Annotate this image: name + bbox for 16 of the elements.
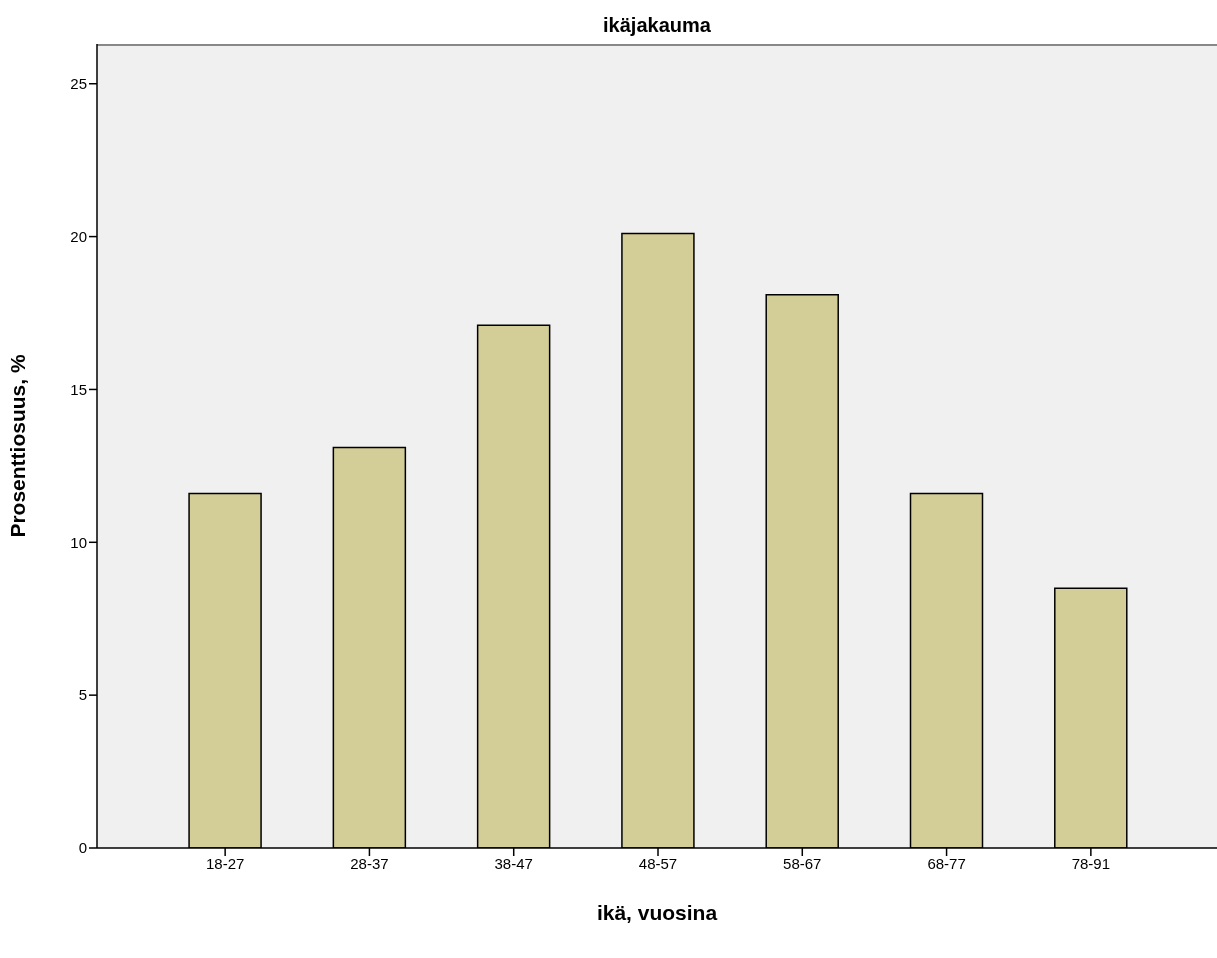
y-tick-label: 25 [70,75,87,93]
y-tick-label: 10 [70,533,87,551]
y-axis-title: Prosenttiosuus, % [6,354,30,538]
y-tick-label: 20 [70,227,87,245]
y-tick-label: 15 [70,380,87,398]
x-axis-title: ikä, vuosina [596,901,718,924]
chart-title: ikäjakauma [602,14,712,37]
x-tick-label: 68-77 [927,854,966,872]
y-tick-label: 0 [78,839,87,857]
x-tick-label: 18-27 [205,854,245,872]
x-tick-label: 58-67 [783,854,822,872]
x-tick-label: 48-57 [638,854,678,872]
y-tick-label: 5 [78,686,87,704]
x-tick-label: 38-47 [494,854,533,872]
x-tick-label: 78-91 [1071,854,1111,872]
x-tick-label: 28-37 [350,854,389,872]
